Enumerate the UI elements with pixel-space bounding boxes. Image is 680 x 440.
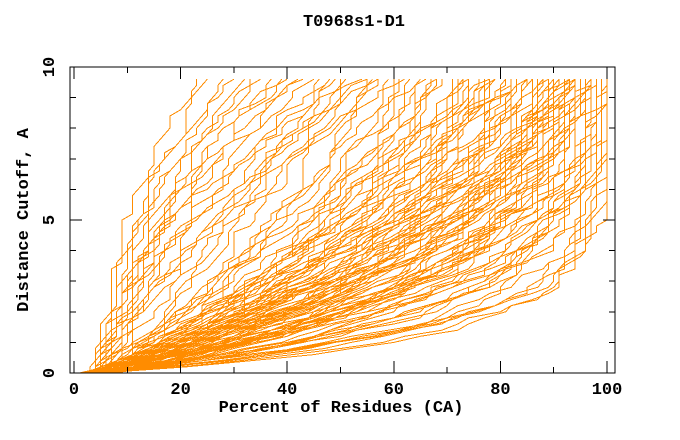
model-curve <box>95 79 581 374</box>
model-curve <box>94 79 368 373</box>
model-curve <box>95 79 608 374</box>
model-curve <box>84 78 571 374</box>
model-curve <box>89 78 283 373</box>
x-tick-label: 0 <box>69 381 79 400</box>
model-curves <box>79 78 608 374</box>
y-axis-label: Distance Cutoff, A <box>15 127 34 311</box>
model-curve <box>100 78 315 374</box>
x-tick-label: 20 <box>170 381 190 400</box>
model-curve <box>105 78 549 374</box>
y-tick-label: 10 <box>41 57 60 77</box>
chart-title: T0968s1-D1 <box>303 13 405 32</box>
x-tick-label: 100 <box>592 381 623 400</box>
y-tick-label: 5 <box>41 215 60 225</box>
model-curve <box>100 79 592 374</box>
model-curve <box>100 79 608 374</box>
model-curve <box>105 79 597 374</box>
model-curve <box>95 79 555 374</box>
model-curve <box>89 78 245 374</box>
x-tick-label: 40 <box>277 381 297 400</box>
axis-ticks <box>70 66 615 374</box>
model-curve <box>84 78 528 374</box>
model-curve <box>100 79 437 374</box>
x-tick-label: 80 <box>490 381 510 400</box>
model-curve <box>105 78 528 374</box>
model-curve <box>95 78 368 374</box>
model-curve <box>111 79 597 374</box>
model-curve <box>100 78 373 374</box>
model-curve <box>94 79 251 373</box>
model-curve <box>105 78 571 374</box>
model-curve <box>105 78 411 374</box>
y-tick-labels: 0 5 10 <box>41 57 60 378</box>
model-curve <box>95 78 576 374</box>
model-curve <box>89 79 608 374</box>
plot-frame <box>69 66 616 374</box>
y-tick-label: 0 <box>41 368 60 378</box>
model-curve <box>105 79 576 374</box>
model-curve <box>94 78 379 373</box>
model-curve <box>100 79 395 374</box>
x-tick-labels: 0 20 40 60 80 100 <box>69 381 622 400</box>
x-axis-label: Percent of Residues (CA) <box>219 399 464 418</box>
x-tick-label: 60 <box>384 381 404 400</box>
model-curve <box>79 78 490 374</box>
model-curve <box>100 79 443 374</box>
